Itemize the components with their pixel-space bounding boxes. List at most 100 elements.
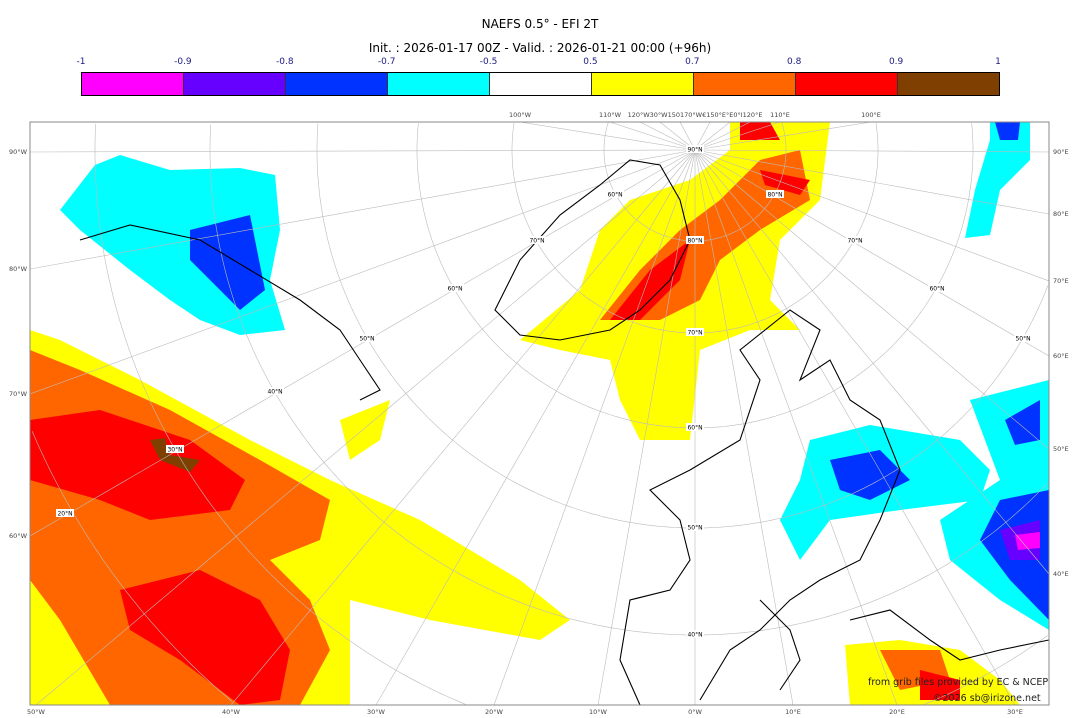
lon-label-left: 60°W — [9, 532, 28, 540]
lat-label: 50°N — [1015, 336, 1030, 343]
meridian-line — [694, 149, 1049, 215]
lat-label: 60°N — [687, 425, 702, 432]
lon-label-right: 90°E — [1053, 148, 1069, 156]
colorbar-swatch — [898, 73, 999, 95]
meridian-line — [694, 122, 751, 151]
meridian-line — [694, 149, 1049, 575]
lon-label-left: 80°W — [9, 265, 28, 273]
source-credit: from grib files provided by EC & NCEP — [868, 677, 1049, 688]
lon-label-right: 70°E — [1053, 277, 1069, 285]
lon-label-left: 70°W — [9, 390, 28, 398]
lat-label: 60°N — [447, 286, 462, 293]
lat-label: 70°N — [529, 238, 544, 245]
map-frame — [29, 121, 1050, 706]
colorbar-tick: 0.5 — [583, 57, 598, 67]
lon-label-top: 100°E — [861, 111, 881, 119]
colorbar-tick: -1 — [76, 57, 86, 67]
lat-label: 50°N — [359, 336, 374, 343]
latitude-line — [416, 123, 974, 429]
latitude-line — [94, 123, 1048, 705]
lon-label-top: 110°W — [599, 111, 622, 119]
meridian-line — [493, 149, 696, 705]
lat-label: 60°N — [607, 192, 622, 199]
meridian-line — [609, 122, 696, 151]
meridian-line — [694, 122, 781, 151]
meridian-line — [694, 149, 898, 705]
meridian-line — [230, 149, 696, 705]
lon-label-right: 60°E — [1053, 352, 1069, 360]
colorbar-tick: 0.7 — [685, 57, 700, 67]
colorbar-swatch — [184, 73, 286, 95]
lon-label-right: 40°E — [1053, 570, 1069, 578]
coastlines — [79, 159, 1049, 705]
lon-label-bottom: 10°E — [785, 708, 801, 716]
lon-label-right: 50°E — [1053, 445, 1069, 453]
colorbar-swatch — [796, 73, 898, 95]
colorbar-tick: 0.9 — [888, 57, 904, 67]
colorbar-tick: -0.5 — [479, 57, 498, 67]
lat-label: 60°N — [929, 286, 944, 293]
colorbar-swatch — [490, 73, 592, 95]
meridian-line — [375, 149, 696, 705]
lat-label: 70°N — [687, 330, 702, 337]
meridian-line — [694, 149, 1049, 153]
latitude-line — [603, 122, 787, 242]
meridian-line — [519, 122, 696, 151]
lon-label-bottom: 30°E — [1007, 708, 1023, 716]
lat-label: 50°N — [687, 525, 702, 532]
efi-region-cyan — [965, 122, 1030, 238]
lon-label-top: 110°E — [770, 111, 790, 119]
efi-region-red — [920, 670, 960, 700]
meridian-line — [30, 149, 696, 270]
efi-region-red — [740, 122, 780, 140]
colorbar-tick: 1 — [995, 57, 1001, 67]
lon-label-left: 90°W — [9, 148, 28, 156]
latitude-line — [511, 122, 879, 334]
colorbar — [81, 72, 1000, 96]
meridian-line — [30, 149, 696, 537]
efi-region-red — [610, 240, 690, 320]
meridian-line — [597, 149, 696, 705]
latitude-line — [31, 431, 233, 702]
lon-label-right: 80°E — [1053, 210, 1069, 218]
lat-label: 40°N — [267, 389, 282, 396]
meridian-line — [639, 122, 696, 151]
meridian-line — [694, 149, 1049, 282]
colorbar-tick: -0.8 — [275, 57, 294, 67]
lat-label: 80°N — [767, 192, 782, 199]
efi-region-red — [30, 410, 245, 520]
colorbar-swatch — [286, 73, 388, 95]
lon-label-bottom: 20°W — [485, 708, 504, 716]
colorbar-tick: 0.8 — [787, 57, 802, 67]
lat-label: 40°N — [687, 632, 702, 639]
meridian-line — [694, 149, 1016, 705]
lat-label: 20°N — [57, 511, 72, 518]
lat-label: 30°N — [167, 447, 182, 454]
lon-label-top: 120°W30°W150170°W€150°E°E0°I120°E — [628, 111, 763, 119]
colorbar-swatch — [592, 73, 694, 95]
colorbar-swatch — [82, 73, 184, 95]
meridian-line — [694, 149, 1049, 450]
colorbar-swatch — [694, 73, 796, 95]
lon-label-bottom: 40°W — [222, 708, 241, 716]
meridian-line — [30, 149, 696, 153]
efi-region-blue — [995, 122, 1020, 140]
lat-label: 70°N — [847, 238, 862, 245]
efi-region-yellow — [340, 400, 390, 460]
colorbar-tick: -0.9 — [174, 57, 192, 67]
map-subtitle: Init. : 2026-01-17 00Z - Valid. : 2026-0… — [368, 41, 712, 55]
lon-label-bottom: 10°W — [589, 708, 608, 716]
colorbar-swatch — [388, 73, 490, 95]
latitude-line — [209, 124, 1048, 636]
lon-label-bottom: 20°E — [889, 708, 905, 716]
map-title: NAEFS 0.5° - EFI 2T — [481, 17, 599, 31]
latitude-line — [316, 123, 1049, 529]
meridian-line — [30, 149, 696, 395]
efi-region-red — [120, 570, 290, 705]
lon-label-bottom: 0°W — [688, 708, 702, 716]
lat-label: 80°N — [687, 238, 702, 245]
lon-label-top: 100°W — [509, 111, 532, 119]
lon-label-bottom: 50°W — [27, 708, 46, 716]
efi-region-blue — [830, 450, 910, 500]
